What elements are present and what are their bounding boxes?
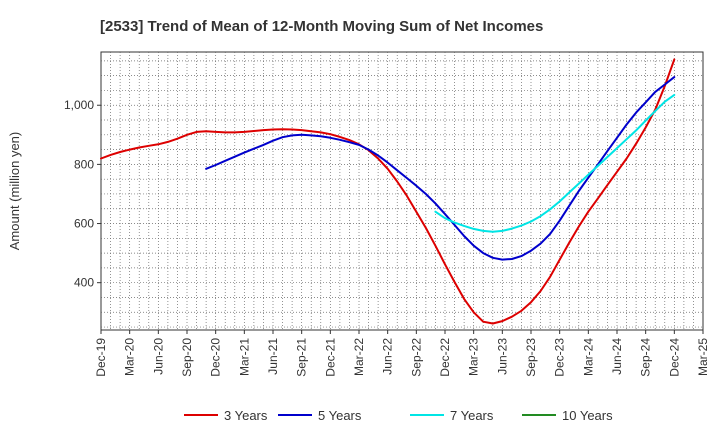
- plot-area: [100, 51, 704, 331]
- legend: 3 Years 5 Years 7 Years 10 Years: [184, 408, 613, 423]
- grid-lines: [101, 52, 703, 330]
- x-tick-label: Jun-22: [381, 338, 395, 375]
- chart-title: [2533] Trend of Mean of 12-Month Moving …: [100, 18, 543, 35]
- x-tick-label: Dec-22: [438, 338, 452, 377]
- x-tick-label: Sep-24: [639, 338, 653, 377]
- x-tick-label: Sep-20: [180, 338, 194, 377]
- x-tick-label: Jun-21: [266, 338, 280, 375]
- x-tick-label: Mar-21: [237, 338, 251, 376]
- x-tick-label: Dec-19: [94, 338, 108, 377]
- legend-label: 7 Years: [450, 408, 494, 423]
- legend-label: 10 Years: [562, 408, 613, 423]
- legend-label: 3 Years: [224, 408, 268, 423]
- x-tick-label: Jun-23: [495, 338, 509, 375]
- x-tick-label: Mar-20: [123, 338, 137, 376]
- x-tick-label: Mar-22: [352, 338, 366, 376]
- legend-label: 5 Years: [318, 408, 362, 423]
- x-tick-label: Mar-23: [467, 338, 481, 376]
- series-lines: [100, 58, 676, 325]
- x-tick-label: Mar-24: [581, 338, 595, 376]
- y-axis-label: Amount (million yen): [7, 132, 22, 251]
- x-tick-label: Dec-24: [667, 338, 681, 377]
- x-axis-ticks: Dec-19 Mar-20 Jun-20 Sep-20 Dec-20 Mar-21 Jun-…: [94, 330, 710, 377]
- x-tick-label: Dec-21: [323, 338, 337, 377]
- x-tick-label: Dec-20: [209, 338, 223, 377]
- y-axis-ticks: 400 600 800 1,000: [64, 98, 101, 290]
- x-tick-label: Sep-23: [524, 338, 538, 377]
- series-line-7-years: [434, 93, 676, 233]
- x-tick-label: Jun-20: [151, 338, 165, 375]
- y-tick-label: 800: [74, 157, 94, 171]
- series-line-3-years: [100, 58, 676, 325]
- plot-frame: [100, 51, 704, 331]
- x-tick-label: Mar-25: [696, 338, 710, 376]
- x-tick-label: Sep-22: [409, 338, 423, 377]
- y-tick-label: 1,000: [64, 98, 94, 112]
- x-tick-label: Dec-23: [553, 338, 567, 377]
- y-tick-label: 600: [74, 217, 94, 231]
- y-tick-label: 400: [74, 276, 94, 290]
- x-tick-label: Jun-24: [610, 338, 624, 375]
- x-tick-label: Sep-21: [295, 338, 309, 377]
